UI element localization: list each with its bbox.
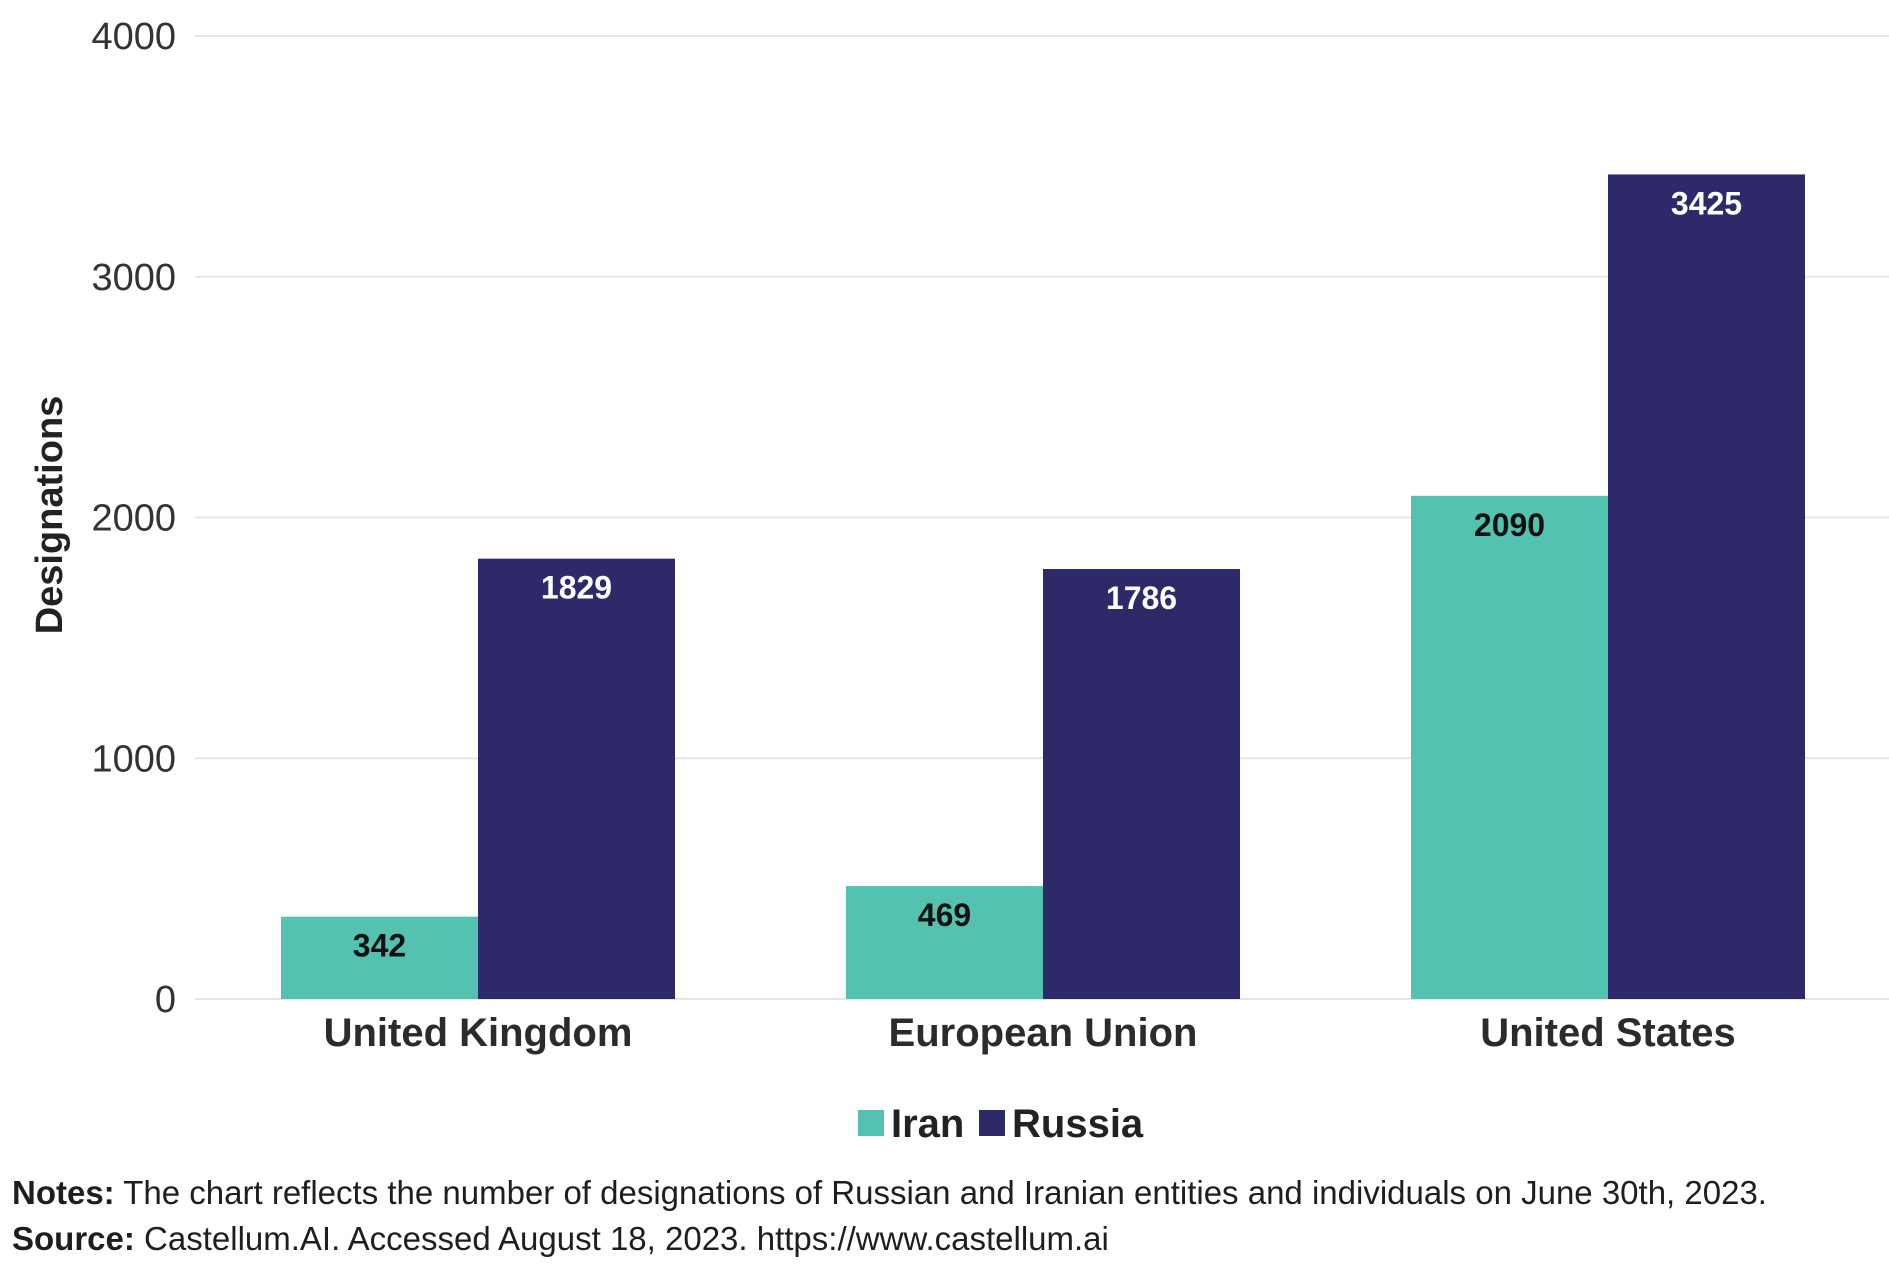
legend: Iran Russia: [858, 1102, 1144, 1146]
y-axis-ticks: 0 1000 2000 3000 4000: [91, 16, 176, 1021]
legend-label-iran: Iran: [891, 1102, 964, 1146]
bar-iran: [846, 886, 1043, 999]
bars: [281, 174, 1805, 999]
data-label-iran: 342: [353, 928, 406, 964]
y-tick-label: 3000: [91, 257, 176, 299]
x-axis-categories: United Kingdom European Union United State…: [324, 1011, 1736, 1055]
bar-russia: [1608, 174, 1805, 999]
data-label-russia: 1829: [541, 570, 612, 606]
notes-text: The chart reflects the number of designa…: [114, 1174, 1767, 1211]
data-labels: 342 1829 469 1786 2090 3425: [353, 185, 1742, 963]
x-category-label: United Kingdom: [324, 1011, 633, 1055]
notes-label: Notes:: [12, 1174, 115, 1211]
footnotes: Notes: The chart reflects the number of …: [12, 1170, 1882, 1262]
bar-russia: [1043, 569, 1240, 999]
legend-swatch-iran: [858, 1110, 884, 1136]
bar-iran: [281, 916, 478, 999]
notes-line: Notes: The chart reflects the number of …: [12, 1170, 1882, 1216]
y-tick-label: 2000: [91, 498, 176, 540]
y-tick-label: 1000: [91, 738, 176, 780]
source-text: Castellum.AI. Accessed August 18, 2023. …: [134, 1220, 1109, 1257]
data-label-iran: 469: [918, 897, 971, 933]
bar-russia: [478, 558, 675, 999]
data-label-iran: 2090: [1474, 507, 1545, 543]
legend-label-russia: Russia: [1012, 1102, 1144, 1146]
x-category-label: European Union: [889, 1011, 1198, 1055]
data-label-russia: 3425: [1671, 185, 1742, 221]
y-tick-label: 4000: [91, 16, 176, 58]
bar-iran: [1411, 495, 1608, 999]
y-tick-label: 0: [155, 979, 176, 1021]
y-axis-title: Designations: [29, 396, 71, 635]
source-label: Source:: [12, 1220, 135, 1257]
legend-swatch-russia: [979, 1110, 1005, 1136]
source-line: Source: Castellum.AI. Accessed August 18…: [12, 1216, 1882, 1262]
x-category-label: United States: [1480, 1011, 1736, 1055]
data-label-russia: 1786: [1106, 580, 1177, 616]
